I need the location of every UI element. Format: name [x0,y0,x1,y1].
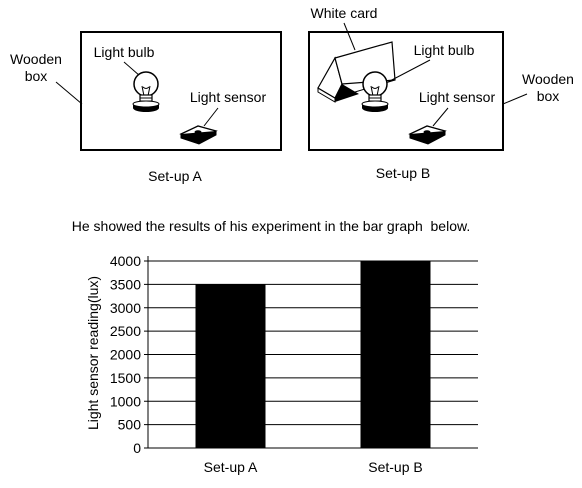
setup-a-caption: Set-up A [148,168,202,184]
setup-a-bulb-pointer [123,61,141,77]
setup-b-bulb-pointer [387,59,431,83]
setup-b-wooden-box [308,31,504,151]
y-tick-label: 2000 [110,347,141,363]
y-tick-label: 2500 [110,323,141,339]
setup-b-diagram: White card Light bulb Light sensor [308,5,574,181]
setup-b-card-pointer [343,22,356,51]
bar-chart: 0 500 1000 1500 2000 2500 3000 3500 4000 Set-up … [85,253,478,475]
light-sensor-icon [408,125,447,145]
light-sensor-icon [179,125,218,145]
setup-a-diagram: Wooden box Light bulb Light sensor Set-u… [10,31,282,184]
y-tick-label: 1500 [110,370,141,386]
setup-a-bulb-label: Light bulb [94,44,155,60]
x-tick-label: Set-up B [368,459,422,475]
setup-b-box-label-line1: Wooden [522,71,574,87]
y-tick-label: 500 [118,417,142,433]
setup-b-sensor-pointer [432,107,449,127]
setup-b-caption: Set-up B [376,165,430,181]
setup-b-sensor-label: Light sensor [419,89,496,105]
setup-a-box-label-line1: Wooden [10,51,62,67]
setup-a-wooden-box [80,31,282,151]
setup-a-box-pointer [55,81,83,105]
y-tick-label: 0 [133,440,141,456]
setup-b-box-pointer [502,93,528,105]
y-tick-label: 1000 [110,393,141,409]
setup-a-sensor-label: Light sensor [190,89,267,105]
x-tick-label: Set-up A [204,459,258,475]
setup-b-bulb-label: Light bulb [414,42,475,58]
y-axis-label: Light sensor reading(lux) [85,276,101,430]
y-tick-label: 4000 [110,253,141,269]
setup-a-sensor-pointer [203,107,219,127]
results-sentence: He showed the results of his experiment … [72,218,470,234]
setup-a-box-label-line2: box [25,68,48,84]
light-bulb-icon [132,71,160,112]
y-tick-label: 3000 [110,300,141,316]
setup-b-box-label-line2: box [537,88,560,104]
light-bulb-icon [361,71,389,112]
setup-b-card-label: White card [311,5,378,21]
bar-set-up-a [195,284,266,448]
y-tick-label: 3500 [110,276,141,292]
bar-set-up-b [360,261,431,448]
